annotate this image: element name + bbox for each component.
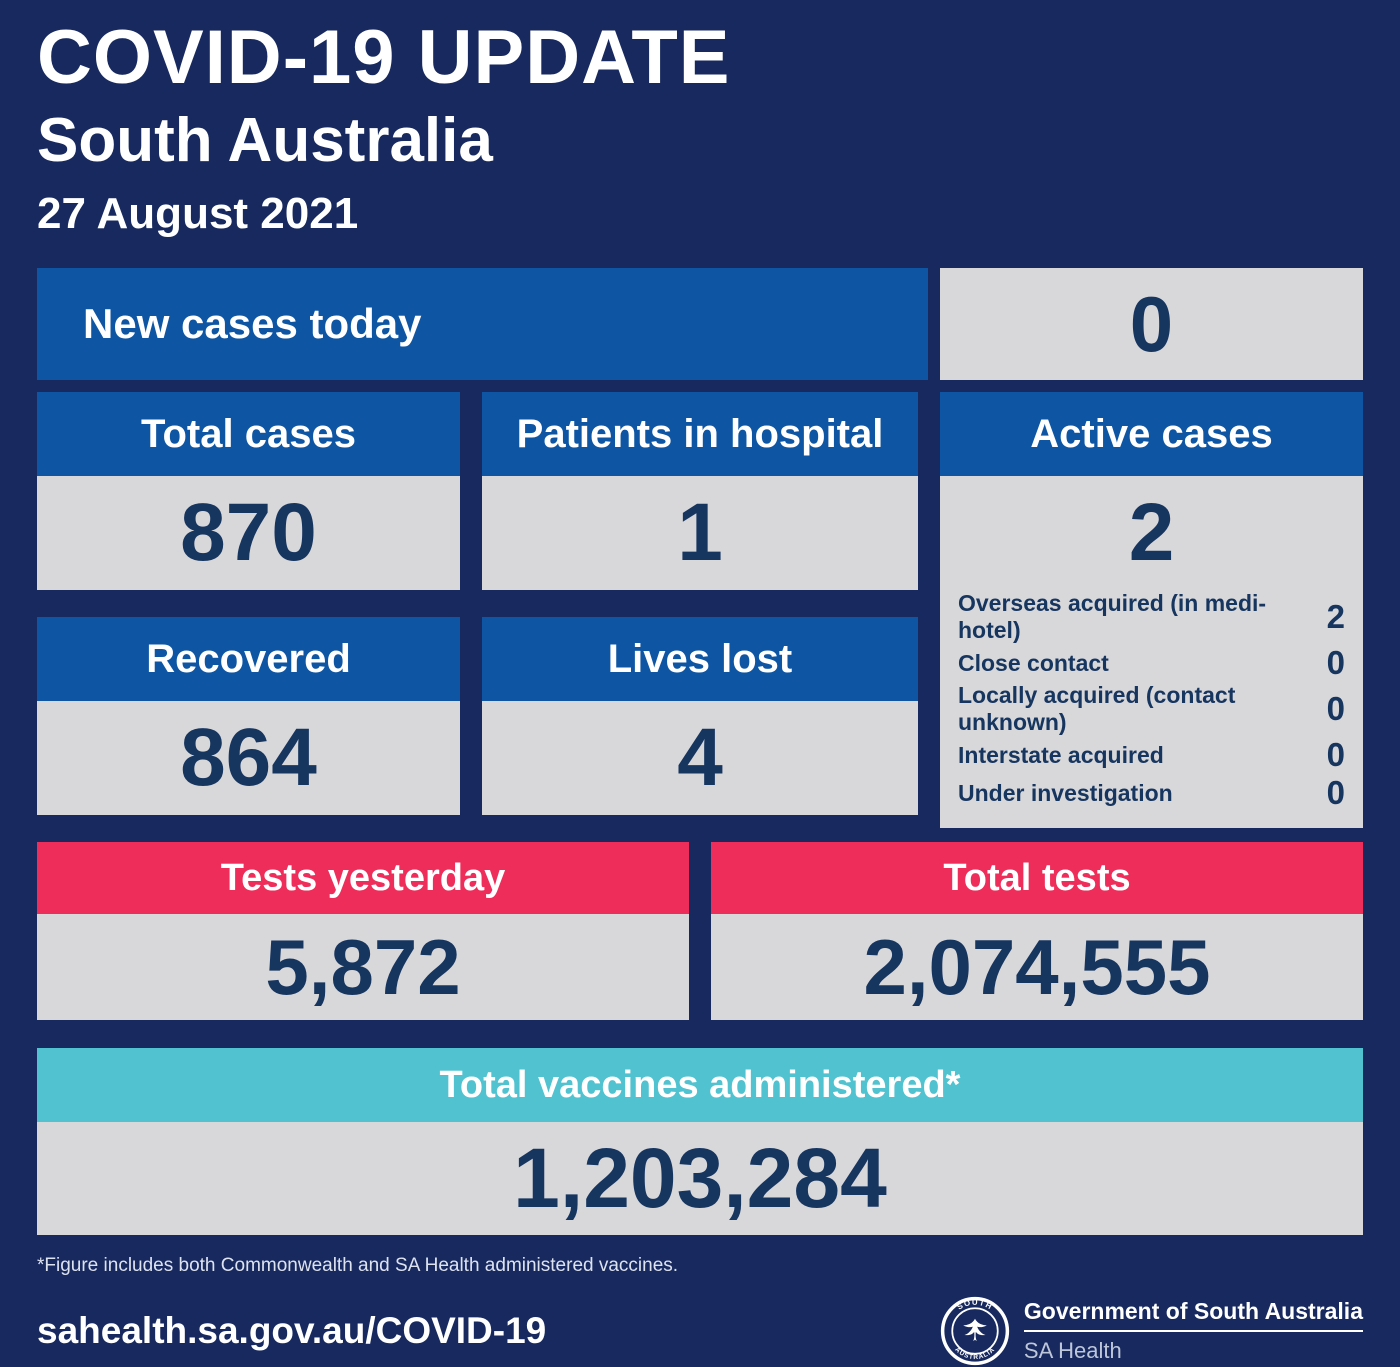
breakdown-value: 0	[1326, 644, 1345, 682]
recovered-value: 864	[180, 712, 317, 804]
active-cases-breakdown: Overseas acquired (in medi-hotel) 2 Clos…	[940, 590, 1363, 828]
government-name: Government of South Australia	[1023, 1298, 1363, 1325]
total-tests-card: Total tests 2,074,555	[711, 842, 1363, 1021]
breakdown-label: Interstate acquired	[958, 741, 1164, 768]
new-cases-label: New cases today	[37, 268, 928, 381]
breakdown-value: 2	[1326, 598, 1345, 636]
lives-lost-value: 4	[677, 712, 723, 804]
new-cases-row: New cases today 0	[37, 268, 1363, 381]
government-text-block: Government of South Australia SA Health	[1023, 1298, 1363, 1364]
breakdown-row-close-contact: Close contact 0	[958, 644, 1345, 682]
tests-row: Tests yesterday 5,872 Total tests 2,074,…	[37, 842, 1363, 1021]
recovered-card: Recovered 864	[37, 617, 460, 828]
total-vaccines-card: Total vaccines administered* 1,203,284	[37, 1048, 1363, 1236]
breakdown-value: 0	[1326, 774, 1345, 812]
active-cases-value: 2	[1128, 487, 1175, 579]
patients-in-hospital-label: Patients in hospital	[482, 392, 918, 477]
total-tests-label: Total tests	[711, 842, 1363, 915]
total-cases-card: Total cases 870	[37, 392, 460, 603]
total-vaccines-body: 1,203,284	[37, 1122, 1363, 1236]
breakdown-label: Overseas acquired (in medi-hotel)	[958, 590, 1267, 644]
lives-lost-body: 4	[482, 701, 918, 816]
new-cases-value: 0	[940, 268, 1363, 381]
patients-in-hospital-body: 1	[482, 476, 918, 591]
breakdown-row-under-investigation: Under investigation 0	[958, 774, 1345, 812]
breakdown-row-overseas: Overseas acquired (in medi-hotel) 2	[958, 590, 1345, 644]
tests-yesterday-value: 5,872	[265, 922, 461, 1011]
breakdown-value: 0	[1326, 736, 1345, 774]
agency-name: SA Health	[1023, 1338, 1122, 1364]
breakdown-label: Under investigation	[958, 779, 1173, 806]
piping-shrike-bird-icon	[963, 1318, 987, 1342]
lives-lost-label: Lives lost	[482, 617, 918, 702]
total-cases-body: 870	[37, 476, 460, 591]
total-cases-label: Total cases	[37, 392, 460, 477]
government-branding: SOUTH AUSTRALIA Government of South Aust…	[940, 1296, 1363, 1366]
page-subtitle: South Australia	[37, 106, 493, 176]
total-tests-body: 2,074,555	[711, 914, 1363, 1021]
page-title: COVID-19 UPDATE	[37, 15, 731, 100]
crest-top-text: SOUTH	[955, 1298, 994, 1312]
total-vaccines-value: 1,203,284	[513, 1131, 887, 1226]
vaccines-footnote: *Figure includes both Commonwealth and S…	[37, 1255, 679, 1277]
tests-yesterday-card: Tests yesterday 5,872	[37, 842, 689, 1021]
breakdown-value: 0	[1326, 690, 1345, 728]
total-cases-value: 870	[180, 487, 317, 579]
breakdown-row-locally-acquired: Locally acquired (contact unknown) 0	[958, 682, 1345, 736]
footer: sahealth.sa.gov.au/COVID-19 SOUTH AUSTRA…	[37, 1295, 1363, 1367]
patients-in-hospital-value: 1	[677, 487, 723, 579]
breakdown-row-interstate: Interstate acquired 0	[958, 736, 1345, 774]
sahealth-url: sahealth.sa.gov.au/COVID-19	[37, 1310, 547, 1352]
total-tests-value: 2,074,555	[863, 922, 1211, 1011]
stats-grid: Total cases 870 Patients in hospital 1 A…	[37, 392, 1363, 829]
total-vaccines-label: Total vaccines administered*	[37, 1048, 1363, 1123]
active-cases-card: Active cases 2 Overseas acquired (in med…	[940, 392, 1363, 829]
report-date: 27 August 2021	[37, 189, 359, 239]
recovered-label: Recovered	[37, 617, 460, 702]
breakdown-label: Close contact	[958, 649, 1109, 676]
active-cases-body: 2 Overseas acquired (in medi-hotel) 2 Cl…	[940, 476, 1363, 829]
tests-yesterday-label: Tests yesterday	[37, 842, 689, 915]
brand-divider	[1023, 1330, 1363, 1333]
tests-yesterday-body: 5,872	[37, 914, 689, 1021]
breakdown-label: Locally acquired (contact unknown)	[958, 682, 1236, 736]
active-cases-label: Active cases	[940, 392, 1363, 477]
south-australia-crest-icon: SOUTH AUSTRALIA	[940, 1297, 1010, 1366]
patients-in-hospital-card: Patients in hospital 1	[482, 392, 918, 603]
lives-lost-card: Lives lost 4	[482, 617, 918, 828]
recovered-body: 864	[37, 701, 460, 816]
